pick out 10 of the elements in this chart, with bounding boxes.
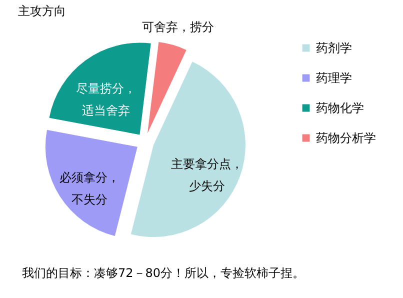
text: 主要拿分点，少失分 [171,157,244,194]
text: 可舍弃，捞分 [142,20,214,34]
text: 尽量捞分，适当舍弃 [76,82,136,118]
chart-title: 主攻方向 [18,4,66,18]
legend-label: 药物分析学 [316,131,376,145]
legend-label: 药物化学 [316,101,364,115]
text: 必须拿分，不失分 [59,170,120,207]
legend-label: 药理学 [316,71,352,85]
text: 我们的目标：凑够72－80分！所以，专捡软柿子捏。 [22,266,305,280]
legend-label: 药剂学 [316,41,352,55]
